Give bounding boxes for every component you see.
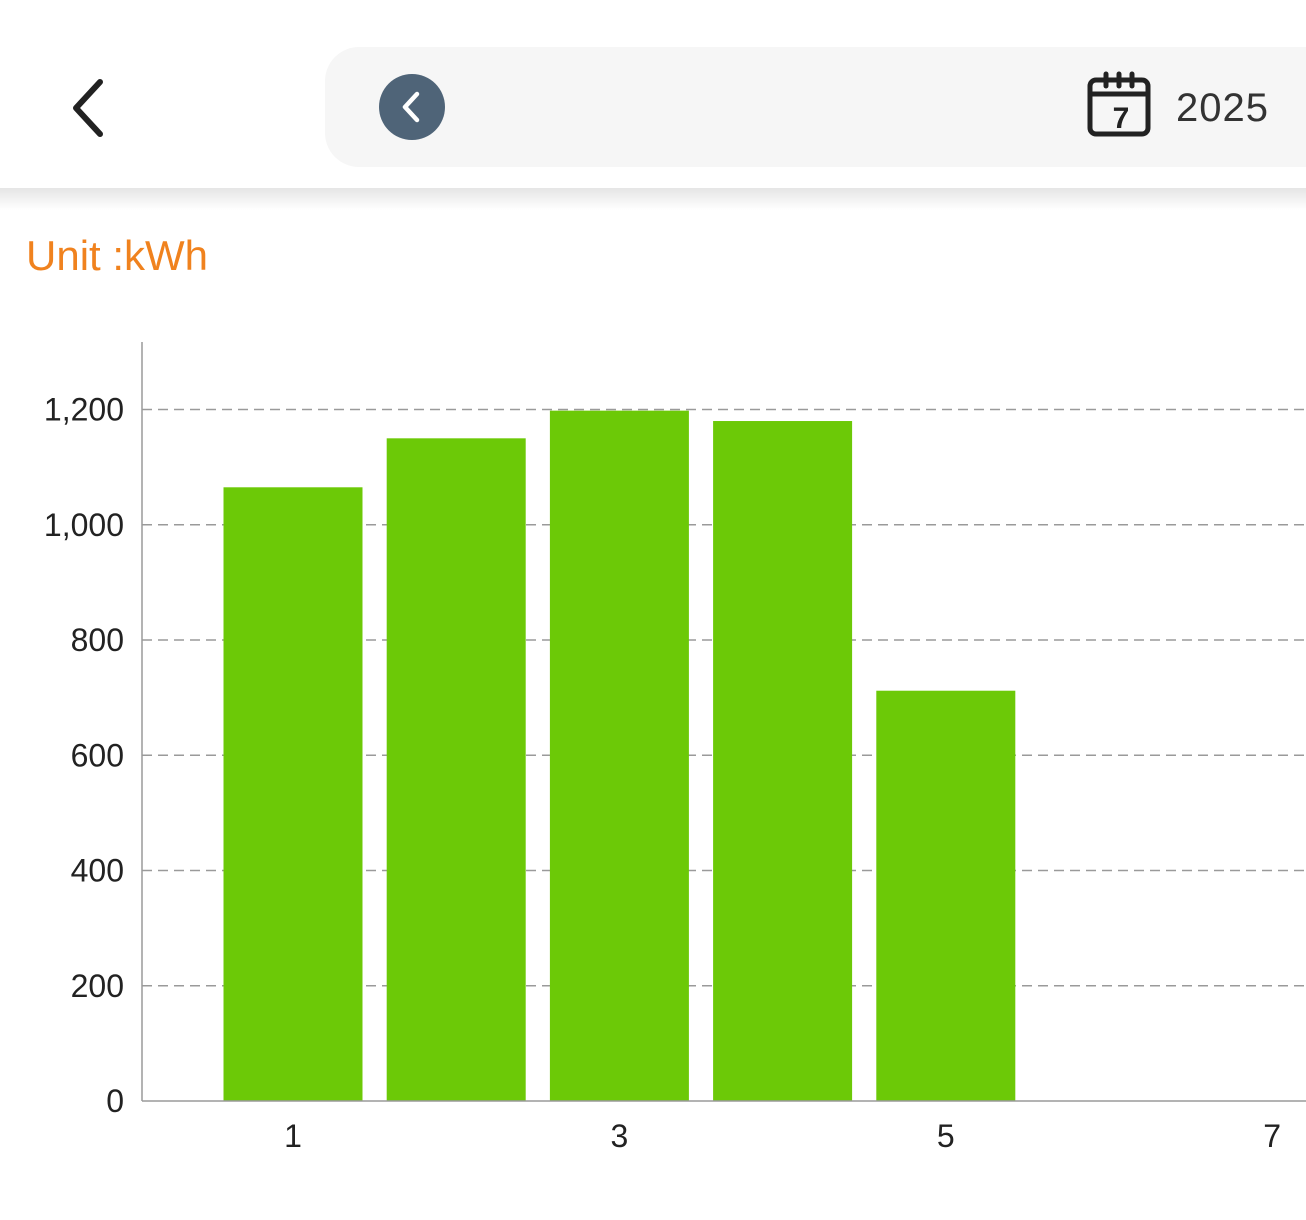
y-tick-label: 800 — [71, 622, 124, 658]
y-tick-label: 0 — [106, 1083, 124, 1119]
calendar-button[interactable]: 7 — [1086, 70, 1154, 140]
chevron-left-icon — [73, 79, 103, 137]
y-tick-label: 600 — [71, 737, 124, 773]
previous-period-button[interactable] — [379, 74, 445, 140]
back-button[interactable] — [52, 66, 124, 150]
y-tick-label: 200 — [71, 968, 124, 1004]
y-tick-label: 1,000 — [44, 507, 124, 543]
y-tick-label: 400 — [71, 853, 124, 889]
x-tick-label: 7 — [1263, 1118, 1281, 1154]
calendar-icon: 7 — [1087, 71, 1151, 137]
top-app-bar: 7 2025 — [0, 0, 1306, 188]
y-tick-label: 1,200 — [44, 392, 124, 428]
date-selector-bar — [325, 47, 1306, 167]
bar — [713, 421, 853, 1101]
bar — [386, 438, 526, 1101]
year-label[interactable]: 2025 — [1176, 86, 1269, 130]
chevron-left-circle-icon — [402, 91, 420, 123]
x-tick-label: 5 — [937, 1118, 955, 1154]
bar — [549, 410, 689, 1102]
x-tick-label: 1 — [284, 1118, 302, 1154]
bar — [876, 690, 1016, 1101]
bar — [223, 487, 363, 1101]
calendar-day-number: 7 — [1113, 102, 1130, 135]
x-tick-label: 3 — [611, 1118, 629, 1154]
header-shadow — [0, 188, 1306, 210]
unit-label: Unit :kWh — [26, 232, 209, 279]
